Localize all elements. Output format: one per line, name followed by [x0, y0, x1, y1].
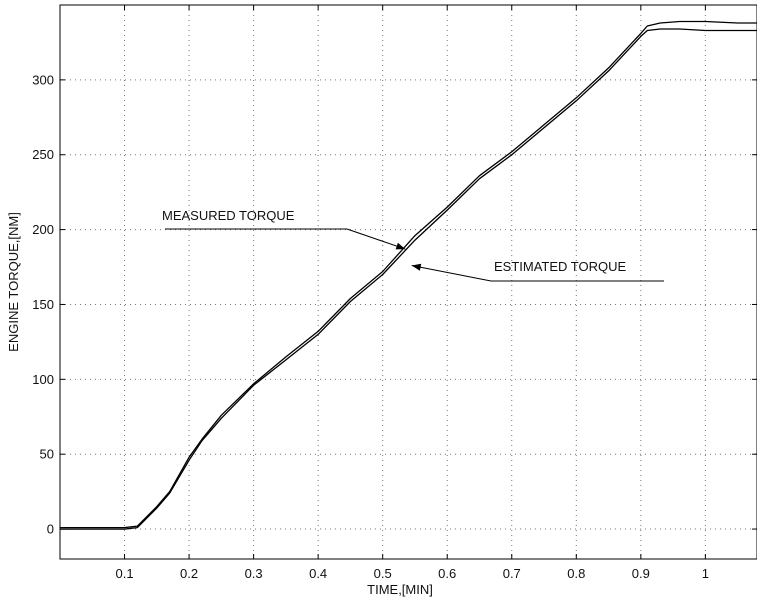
x-axis-label: TIME,[MIN]: [367, 582, 433, 597]
x-tick-label: 0.3: [245, 566, 263, 581]
annotation-pointer-measured-torque: [346, 228, 406, 250]
y-axis-label: ENGINE TORQUE,[NM]: [6, 212, 21, 352]
series-line-measured-torque: [60, 20, 757, 529]
x-tick-label: 0.7: [503, 566, 521, 581]
annotations: MEASURED TORQUE ESTIMATED TORQUE: [162, 208, 664, 282]
x-tick-label: 0.9: [632, 566, 650, 581]
y-tick-label: 300: [32, 72, 54, 87]
series-line-estimated-torque: [60, 28, 757, 530]
annotation-pointer-estimated-torque: [411, 265, 492, 282]
x-tick-label: 0.8: [567, 566, 585, 581]
y-tick-label: 200: [32, 222, 54, 237]
y-tick-label: 0: [47, 522, 54, 537]
x-tick-label: 0.6: [438, 566, 456, 581]
x-tick-label: 0.2: [180, 566, 198, 581]
x-tick-label: 0.5: [374, 566, 392, 581]
plot-frame: [59, 4, 757, 560]
x-tick-label: 0.4: [309, 566, 327, 581]
series-group: [60, 20, 757, 530]
grid: [60, 5, 757, 559]
x-tick-label: 0.1: [115, 566, 133, 581]
annotation-label-measured-torque: MEASURED TORQUE: [162, 208, 295, 223]
axis-ticks: 0.1 0.2 0.3 0.4 0.5 0.6 0.7 0.8 0.9 1 0 50 100 150 200…: [32, 5, 757, 581]
y-tick-label: 250: [32, 147, 54, 162]
y-tick-label: 100: [32, 372, 54, 387]
y-tick-label: 50: [40, 447, 54, 462]
annotation-label-estimated-torque: ESTIMATED TORQUE: [494, 259, 627, 274]
x-tick-label: 1: [702, 566, 709, 581]
annotation-arrowhead-estimated-torque: [411, 263, 422, 271]
y-tick-label: 150: [32, 297, 54, 312]
annotation-arrowhead-measured-torque: [395, 242, 406, 250]
